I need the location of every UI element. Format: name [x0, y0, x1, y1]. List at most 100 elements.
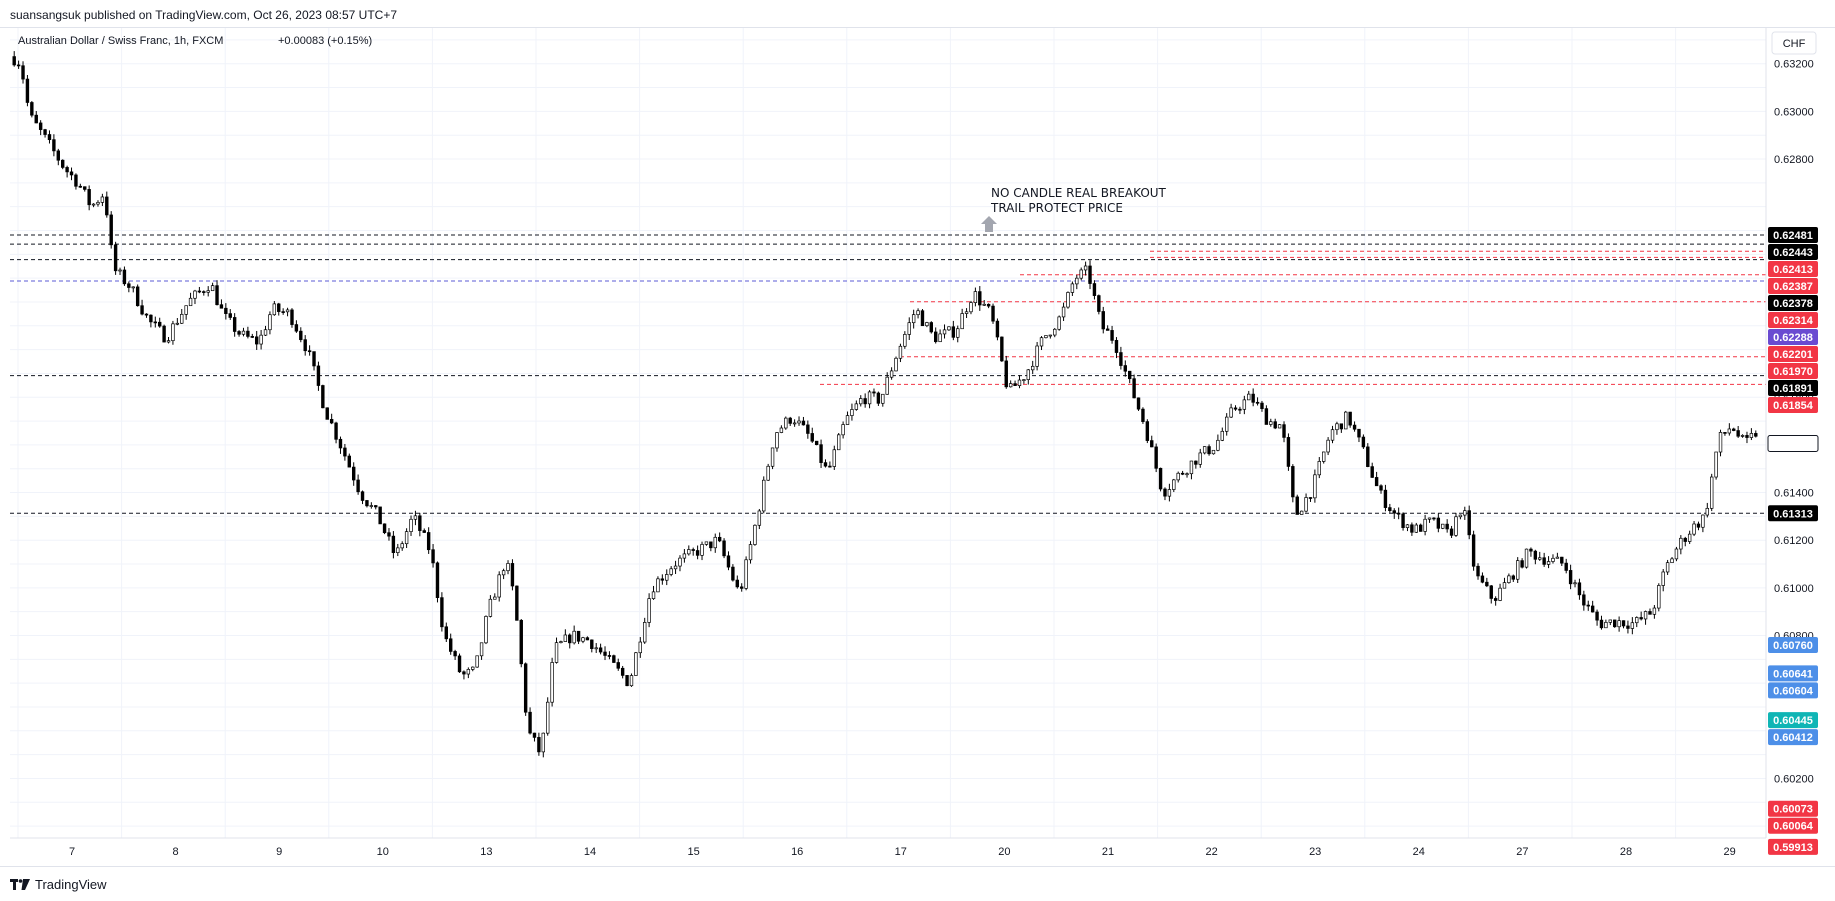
candle-body [299, 330, 303, 341]
candle-body [87, 189, 91, 206]
candle-body [1335, 423, 1339, 431]
candle-body [74, 174, 78, 187]
candle-body [400, 543, 404, 549]
candle-body [947, 326, 951, 331]
price-tag: 0.60073 [1768, 800, 1818, 817]
candle-body [501, 570, 506, 576]
candle-body [1150, 440, 1154, 448]
price-tag: 0.60604 [1768, 682, 1818, 699]
candle-body [162, 325, 166, 343]
price-tag-label: 0.62387 [1773, 281, 1813, 293]
candle-body [1194, 460, 1198, 465]
candle-body [444, 626, 448, 640]
candle-body [537, 737, 541, 753]
candle-body [1476, 565, 1480, 577]
candle-body [1749, 433, 1754, 438]
candle-body [673, 565, 678, 570]
candle-body [360, 491, 365, 501]
tradingview-brand[interactable]: TradingView [10, 877, 107, 892]
price-tag-label: 0.62201 [1773, 349, 1813, 361]
symbol-legend[interactable]: Australian Dollar / Swiss Franc, 1h, FXC… [18, 35, 372, 47]
candle-body [528, 711, 532, 734]
candle-body [1105, 328, 1110, 331]
candle-body [426, 532, 431, 551]
x-tick-label: 9 [276, 846, 282, 858]
candle-body [1568, 570, 1573, 585]
candle-body [246, 330, 250, 337]
candle-body [457, 655, 462, 673]
candle-body [188, 297, 193, 307]
candle-body [1202, 446, 1207, 454]
candle-body [497, 574, 501, 598]
candle-body [343, 447, 347, 457]
candle-body [651, 591, 656, 600]
candle-body [1635, 617, 1639, 624]
price-tag-label: 0.62443 [1773, 247, 1813, 259]
candle-body [1736, 430, 1740, 437]
candle-body [603, 651, 607, 656]
candle-body [823, 462, 828, 467]
candle-body [744, 559, 748, 589]
candle-body [859, 398, 863, 405]
candle-body [717, 536, 722, 542]
candle-body [21, 65, 25, 80]
candle-body [1732, 428, 1736, 431]
candle-body [691, 549, 695, 551]
x-tick-label: 20 [998, 846, 1010, 858]
candle-body [30, 102, 34, 116]
price-tag-label: 0.62378 [1773, 298, 1813, 310]
candle-body [1432, 517, 1436, 520]
candle-body [365, 500, 369, 507]
candle-body [1410, 524, 1414, 533]
candle-body [38, 122, 43, 130]
candle-body [960, 313, 964, 330]
candle-body [1449, 528, 1454, 536]
candle-body [1282, 424, 1286, 438]
candle-body [184, 305, 188, 315]
candle-body [1044, 335, 1048, 339]
candle-body [1489, 585, 1493, 599]
candle-body [1493, 598, 1498, 601]
candle-body [916, 310, 920, 316]
candle-body [78, 185, 83, 188]
candle-body [1004, 360, 1008, 388]
candle-body [735, 579, 739, 588]
candle-body [493, 596, 497, 600]
candle-body [934, 331, 938, 343]
candle-body [1264, 408, 1269, 425]
candle-body [158, 321, 162, 327]
candle-body [1480, 575, 1485, 583]
candle-body [629, 675, 634, 687]
candle-body [356, 479, 360, 493]
candle-body [1260, 402, 1264, 409]
price-tag: 0.62201 [1768, 346, 1818, 363]
candle-body [1026, 369, 1030, 380]
candle-body [259, 334, 263, 345]
candle-body [925, 322, 929, 327]
candle-body [228, 313, 232, 318]
candle-body [175, 322, 180, 325]
time-axis[interactable]: 7 8 9 10 13 14 15 16 17 20 21 22 23 24 27 28 29 [69, 846, 1736, 858]
candle-body [418, 515, 422, 531]
candle-body [1233, 407, 1238, 410]
candle-body [515, 585, 519, 621]
candle-body [1141, 408, 1145, 422]
y-tick-label: 0.61200 [1774, 535, 1814, 547]
y-tick-label: 0.63000 [1774, 106, 1814, 118]
candle-body [100, 196, 105, 203]
candle-body [1551, 557, 1555, 562]
candle-body [731, 566, 735, 581]
currency-button[interactable]: CHF [1771, 31, 1817, 55]
candle-body [660, 578, 665, 581]
price-tag-label: 0.61313 [1773, 508, 1813, 520]
candle-body [96, 202, 100, 205]
publisher-caption: suansangsuk published on TradingView.com… [10, 8, 398, 22]
candle-body [1648, 611, 1652, 615]
candle-body [559, 641, 563, 644]
candle-body [1145, 421, 1150, 441]
x-tick-label: 23 [1309, 846, 1321, 858]
candle-body [1079, 269, 1083, 279]
candle-body [740, 586, 744, 589]
candle-body [1352, 424, 1357, 430]
